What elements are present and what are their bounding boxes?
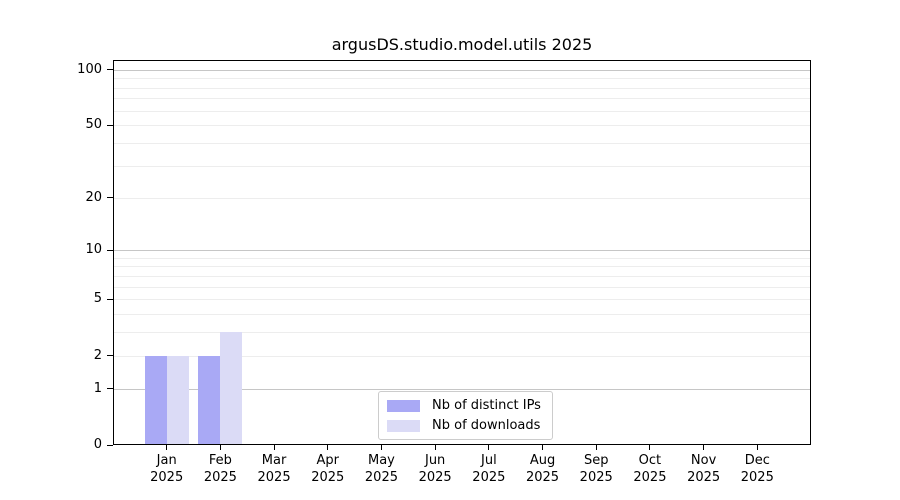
x-tick-month: Feb [208, 453, 232, 468]
x-tick-month: Oct [638, 453, 662, 468]
chart-title: argusDS.studio.model.utils 2025 [331, 35, 593, 54]
x-tick-month: Apr [316, 453, 340, 468]
y-tick-label: 5 [93, 291, 102, 307]
x-tick-label: Dec 2025 [727, 452, 787, 486]
minor-gridline [113, 275, 811, 277]
x-tick-year: 2025 [633, 470, 667, 485]
x-tick-mark [756, 445, 758, 450]
y-tick-label: 10 [85, 242, 102, 258]
x-tick-year: 2025 [418, 470, 452, 485]
minor-gridline [113, 197, 811, 199]
x-tick-mark [649, 445, 651, 450]
major-gridline [113, 388, 811, 390]
y-tick-label: 0 [93, 437, 102, 452]
x-tick-month: Nov [690, 453, 717, 468]
y-tick-mark [107, 69, 113, 71]
y-tick-mark [107, 197, 113, 198]
x-tick-month: Sep [583, 453, 609, 468]
x-tick-mark [434, 445, 436, 450]
x-tick-label: Jul 2025 [459, 452, 519, 486]
x-tick-year: 2025 [203, 470, 237, 485]
x-tick-label: Feb 2025 [190, 452, 250, 486]
minor-gridline [113, 110, 811, 112]
y-tick-mark [107, 444, 113, 446]
legend-label-distinct-ips: Nb of distinct IPs [432, 398, 541, 413]
x-tick-month: Dec [744, 453, 770, 468]
x-tick-year: 2025 [364, 470, 398, 485]
x-tick-label: Apr 2025 [298, 452, 358, 486]
x-tick-month: Aug [529, 453, 556, 468]
x-tick-month: Mar [261, 453, 287, 468]
x-tick-month: Jun [424, 453, 446, 468]
minor-gridline [113, 125, 811, 127]
minor-gridline [113, 355, 811, 357]
y-tick-mark [107, 355, 113, 357]
minor-gridline [113, 314, 811, 316]
y-tick-mark [107, 124, 113, 126]
x-tick-mark [327, 445, 329, 450]
x-tick-year: 2025 [472, 470, 506, 485]
minor-gridline [113, 143, 811, 145]
x-tick-label: Oct 2025 [620, 452, 680, 486]
x-tick-label: Jan 2025 [137, 452, 197, 486]
y-tick-mark [107, 388, 113, 390]
x-tick-label: Nov 2025 [674, 452, 734, 486]
x-tick-year: 2025 [150, 470, 184, 485]
minor-gridline [113, 98, 811, 100]
minor-gridline [113, 299, 811, 301]
bar-distinct-ips-jan [144, 355, 167, 445]
bar-downloads-jan [166, 355, 189, 445]
plot-area [113, 60, 811, 445]
x-tick-year: 2025 [740, 470, 774, 485]
minor-gridline [113, 87, 811, 89]
x-tick-label: Mar 2025 [244, 452, 304, 486]
legend-item-distinct-ips: Nb of distinct IPs [387, 397, 544, 414]
x-tick-year: 2025 [579, 470, 613, 485]
x-tick-mark [166, 445, 168, 450]
legend-label-downloads: Nb of downloads [432, 418, 541, 433]
bar-distinct-ips-feb [198, 355, 221, 445]
legend: Nb of distinct IPs Nb of downloads [378, 391, 553, 440]
x-tick-mark [219, 445, 221, 450]
x-tick-year: 2025 [687, 470, 721, 485]
x-tick-label: Aug 2025 [513, 452, 573, 486]
minor-gridline [113, 165, 811, 167]
x-tick-mark [542, 445, 544, 450]
y-tick-label: 50 [85, 117, 102, 133]
y-tick-label: 100 [77, 61, 102, 77]
x-tick-month: Jul [481, 453, 497, 468]
x-tick-mark [380, 445, 382, 450]
x-tick-mark [595, 445, 597, 450]
x-tick-label: Sep 2025 [566, 452, 626, 486]
major-gridline [113, 69, 811, 71]
major-gridline [113, 250, 811, 252]
legend-item-downloads: Nb of downloads [387, 417, 544, 434]
x-tick-year: 2025 [525, 470, 560, 485]
x-tick-mark [703, 445, 705, 450]
minor-gridline [113, 286, 811, 288]
x-tick-month: May [368, 453, 395, 468]
y-tick-label: 20 [85, 189, 102, 205]
x-tick-year: 2025 [311, 470, 345, 485]
x-tick-month: Jan [156, 453, 177, 468]
minor-gridline [113, 78, 811, 80]
y-tick-mark [107, 298, 113, 300]
legend-swatch-distinct-ips [387, 399, 420, 412]
minor-gridline [113, 332, 811, 334]
x-tick-mark [273, 445, 275, 450]
x-tick-label: May 2025 [351, 452, 411, 486]
y-tick-label: 2 [93, 347, 102, 363]
y-tick-mark [107, 249, 113, 251]
x-tick-label: Jun 2025 [405, 452, 465, 486]
minor-gridline [113, 257, 811, 259]
x-tick-year: 2025 [257, 470, 291, 485]
minor-gridline [113, 266, 811, 268]
y-tick-label: 1 [93, 380, 102, 396]
legend-swatch-downloads [387, 419, 420, 432]
x-tick-mark [488, 445, 490, 450]
bar-downloads-feb [220, 332, 243, 445]
